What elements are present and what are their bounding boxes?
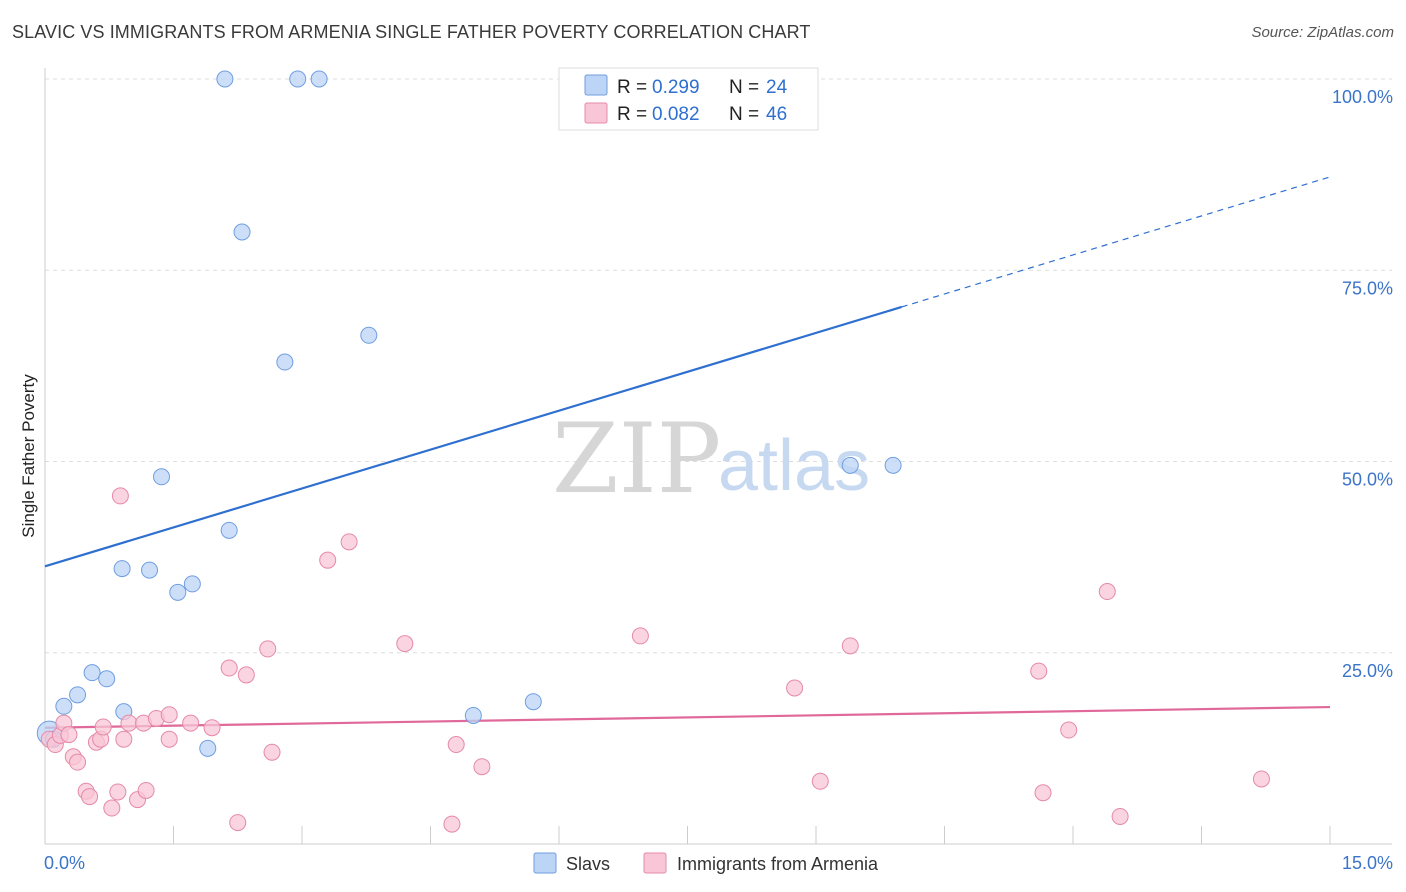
armenia-point bbox=[841, 637, 859, 655]
slavs-point bbox=[233, 223, 251, 241]
slavs-point bbox=[360, 326, 378, 344]
y-tick-label: 75.0% bbox=[1342, 278, 1393, 298]
armenia-point bbox=[340, 533, 358, 551]
armenia-point bbox=[1030, 662, 1048, 680]
y-tick-label: 50.0% bbox=[1342, 470, 1393, 490]
slavs-point bbox=[183, 575, 201, 593]
armenia-point bbox=[81, 788, 99, 806]
bottom-legend-label-slavs: Slavs bbox=[566, 854, 610, 874]
armenia-point bbox=[631, 627, 649, 645]
source-label: Source: ZipAtlas.com bbox=[1251, 24, 1394, 41]
watermark: ZIP atlas bbox=[552, 403, 870, 515]
slavs-point bbox=[153, 468, 171, 486]
grid-lines bbox=[45, 78, 1392, 654]
armenia-trend-line bbox=[44, 705, 1331, 729]
legend-r-value-armenia: 0.082 bbox=[652, 104, 700, 125]
slavs-trend-line bbox=[44, 305, 902, 568]
y-tick-label: 100.0% bbox=[1332, 87, 1393, 107]
legend-swatch-slavs bbox=[584, 74, 608, 96]
data-points bbox=[36, 70, 1270, 833]
y-axis-title: Single Father Poverty bbox=[19, 374, 38, 538]
x-tick-label-min: 0.0% bbox=[44, 853, 85, 873]
legend-r-label: R = bbox=[617, 77, 647, 98]
legend-n-label: N = bbox=[729, 104, 759, 125]
slavs-point bbox=[464, 706, 482, 724]
slavs-point bbox=[83, 664, 101, 682]
armenia-point bbox=[109, 783, 127, 801]
chart-title: SLAVIC VS IMMIGRANTS FROM ARMENIA SINGLE… bbox=[12, 22, 811, 42]
bottom-legend-swatch-slavs bbox=[533, 852, 557, 874]
slavs-point bbox=[884, 456, 902, 474]
slavs-point bbox=[55, 697, 73, 715]
armenia-point bbox=[1252, 770, 1270, 788]
x-tick-label-max: 15.0% bbox=[1342, 853, 1393, 873]
armenia-point bbox=[259, 640, 277, 658]
slavs-point bbox=[141, 561, 159, 579]
armenia-point bbox=[811, 772, 829, 790]
slavs-point bbox=[220, 521, 238, 539]
armenia-point bbox=[319, 551, 337, 569]
armenia-point bbox=[1034, 784, 1052, 802]
armenia-point bbox=[237, 666, 255, 684]
legend-n-label: N = bbox=[729, 77, 759, 98]
slavs-point bbox=[216, 70, 234, 88]
armenia-point bbox=[160, 730, 178, 748]
slavs-point bbox=[169, 583, 187, 601]
bottom-legend: Slavs Immigrants from Armenia bbox=[533, 852, 879, 874]
trend-lines bbox=[44, 176, 1331, 729]
armenia-point bbox=[94, 718, 112, 736]
slavs-point bbox=[199, 739, 217, 757]
slavs-point bbox=[276, 353, 294, 371]
armenia-point bbox=[786, 679, 804, 697]
armenia-point bbox=[103, 799, 121, 817]
armenia-point bbox=[111, 487, 129, 505]
legend-r-value-slavs: 0.299 bbox=[652, 77, 700, 98]
axes bbox=[44, 68, 1392, 845]
legend-swatch-armenia bbox=[584, 102, 608, 124]
slavs-point bbox=[98, 670, 116, 688]
armenia-point bbox=[182, 714, 200, 732]
armenia-point bbox=[160, 706, 178, 724]
bottom-legend-swatch-armenia bbox=[643, 852, 667, 874]
armenia-point bbox=[115, 730, 133, 748]
armenia-point bbox=[473, 758, 491, 776]
y-tick-label: 25.0% bbox=[1342, 661, 1393, 681]
bottom-legend-label-armenia: Immigrants from Armenia bbox=[677, 854, 879, 874]
armenia-point bbox=[263, 743, 281, 761]
legend-n-value-slavs: 24 bbox=[766, 77, 788, 98]
armenia-point bbox=[69, 753, 87, 771]
slavs-point bbox=[289, 70, 307, 88]
armenia-point bbox=[443, 815, 461, 833]
slavs-point bbox=[310, 70, 328, 88]
watermark-zip: ZIP bbox=[552, 403, 721, 515]
armenia-point bbox=[120, 714, 138, 732]
legend-n-value-armenia: 46 bbox=[766, 104, 787, 125]
armenia-point bbox=[137, 781, 155, 799]
slavs-point bbox=[841, 456, 859, 474]
armenia-point bbox=[1060, 721, 1078, 739]
slavs-point bbox=[113, 560, 131, 578]
slavs-point bbox=[524, 693, 542, 711]
tick-labels: 100.0% 75.0% 50.0% 25.0% 0.0% 15.0% bbox=[44, 87, 1393, 873]
armenia-point bbox=[220, 659, 238, 677]
slavs-point bbox=[69, 686, 87, 704]
armenia-point bbox=[203, 719, 221, 737]
armenia-point bbox=[1098, 583, 1116, 601]
slavs-trend-extension bbox=[901, 176, 1331, 308]
armenia-point bbox=[60, 726, 78, 744]
legend-r-label: R = bbox=[617, 104, 647, 125]
armenia-point bbox=[1111, 807, 1129, 825]
armenia-point bbox=[396, 635, 414, 653]
armenia-point bbox=[447, 736, 465, 754]
armenia-point bbox=[229, 814, 247, 832]
legend: R = 0.299 N = 24 R = 0.082 N = 46 bbox=[558, 67, 819, 131]
